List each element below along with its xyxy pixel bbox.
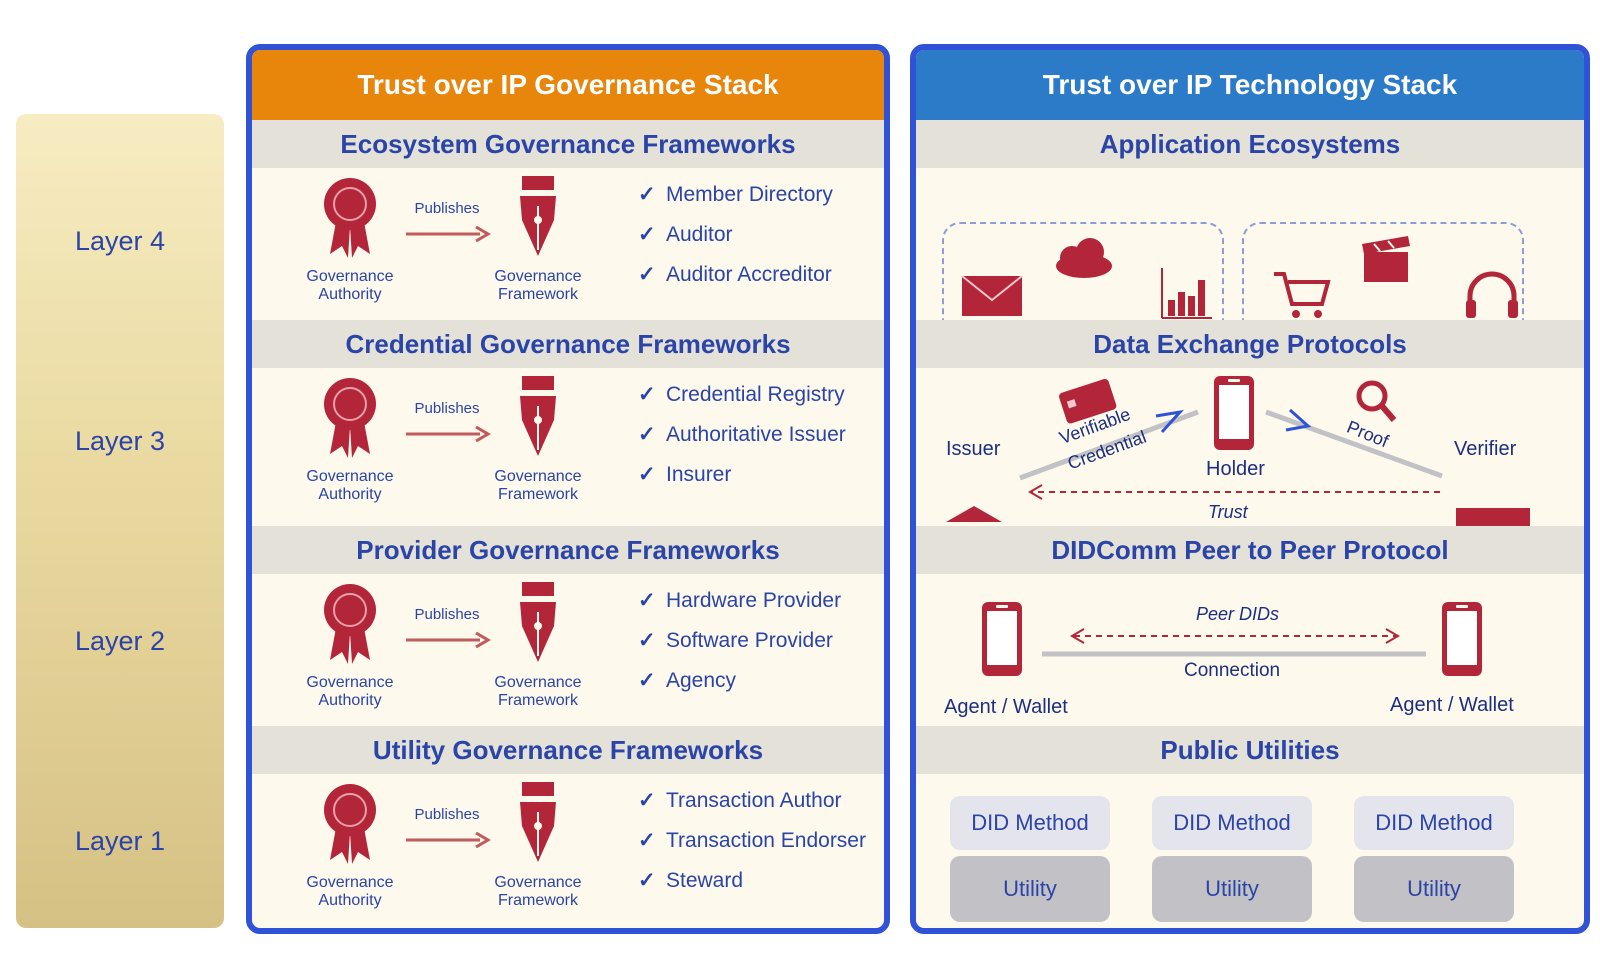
utility-3: Utility bbox=[1354, 856, 1514, 922]
checkmark-icon: ✓ bbox=[638, 629, 656, 652]
governance-framework-label: Governance Framework bbox=[494, 674, 582, 709]
layer-2-label: Layer 2 bbox=[74, 626, 166, 656]
fountain-pen-icon bbox=[519, 376, 557, 457]
trust-label: Trust bbox=[1208, 502, 1248, 522]
layer-3-label: Layer 3 bbox=[74, 426, 166, 456]
checkmark-icon: ✓ bbox=[638, 423, 656, 446]
public-utilities-header: Public Utilities bbox=[916, 726, 1584, 774]
publishes-arrow-icon bbox=[406, 632, 490, 648]
fountain-pen-icon bbox=[519, 582, 557, 663]
shopping-cart-icon bbox=[1274, 272, 1331, 318]
technology-stack: Trust over IP Technology Stack Applicati… bbox=[910, 44, 1590, 934]
governance-section-header: Provider Governance Frameworks bbox=[252, 526, 884, 574]
governance-section-header: Ecosystem Governance Frameworks bbox=[252, 120, 884, 168]
verifier-label: Verifier bbox=[1454, 438, 1517, 460]
checkmark-icon: ✓ bbox=[638, 829, 656, 852]
agent-left-label: Agent / Wallet bbox=[944, 696, 1068, 718]
governance-framework-label: Governance Framework bbox=[494, 468, 582, 503]
publishes-arrow-icon bbox=[406, 226, 490, 242]
checklist-item: ✓ Steward bbox=[638, 869, 744, 892]
connection-label: Connection bbox=[1184, 660, 1281, 681]
checklist-item: ✓ Auditor Accreditor bbox=[638, 263, 832, 286]
checkmark-icon: ✓ bbox=[638, 463, 656, 486]
peer-dids-label: Peer DIDs bbox=[1196, 604, 1280, 624]
governance-section-row: Governance Authority Publishes Governance … bbox=[252, 582, 884, 732]
checkmark-icon: ✓ bbox=[638, 223, 656, 246]
checkmark-icon: ✓ bbox=[638, 869, 656, 892]
issuer-label: Issuer bbox=[946, 438, 1001, 460]
layer-column: Layer 4 Layer 3 Layer 2 Layer 1 bbox=[16, 114, 224, 928]
holder-label: Holder bbox=[1206, 458, 1265, 480]
agent-right-label: Agent / Wallet bbox=[1390, 694, 1514, 716]
checklist-item: ✓ Auditor bbox=[638, 223, 733, 246]
headphones-icon bbox=[1466, 271, 1518, 318]
checkmark-icon: ✓ bbox=[638, 383, 656, 406]
publishes-label: Publishes bbox=[414, 806, 480, 823]
publishes-label: Publishes bbox=[414, 200, 480, 217]
checkmark-icon: ✓ bbox=[638, 669, 656, 692]
checklist-item: ✓ Software Provider bbox=[638, 629, 833, 652]
governance-section-header: Utility Governance Frameworks bbox=[252, 726, 884, 774]
clapperboard-icon bbox=[1362, 236, 1410, 282]
checkmark-icon: ✓ bbox=[638, 183, 656, 206]
governance-stack-title: Trust over IP Governance Stack bbox=[252, 50, 884, 120]
fountain-pen-icon bbox=[519, 782, 557, 863]
checkmark-icon: ✓ bbox=[638, 789, 656, 812]
fountain-pen-icon bbox=[519, 176, 557, 257]
governance-authority-label: Governance Authority bbox=[306, 468, 394, 503]
agent-right-phone-icon bbox=[1442, 602, 1482, 676]
governance-section-row: Governance Authority Publishes Governance … bbox=[252, 176, 884, 326]
publishes-arrow-icon bbox=[406, 832, 490, 848]
bar-chart-icon bbox=[1161, 268, 1212, 319]
checklist-item: ✓ Member Directory bbox=[638, 183, 833, 206]
holder-phone-icon bbox=[1214, 376, 1254, 450]
governance-authority-label: Governance Authority bbox=[306, 674, 394, 709]
checklist-item: ✓ Authoritative Issuer bbox=[638, 423, 846, 446]
ribbon-seal-icon bbox=[323, 377, 377, 459]
data-exchange-header: Data Exchange Protocols bbox=[916, 320, 1584, 368]
checklist-item: ✓ Hardware Provider bbox=[638, 589, 842, 612]
agent-left-phone-icon bbox=[982, 602, 1022, 676]
governance-section-header: Credential Governance Frameworks bbox=[252, 320, 884, 368]
layer-4-label: Layer 4 bbox=[74, 226, 166, 256]
didcomm-header: DIDComm Peer to Peer Protocol bbox=[916, 526, 1584, 574]
ribbon-seal-icon bbox=[323, 783, 377, 865]
governance-authority-label: Governance Authority bbox=[306, 268, 394, 303]
did-method-3: DID Method bbox=[1354, 796, 1514, 850]
utility-1: Utility bbox=[950, 856, 1110, 922]
governance-authority-label: Governance Authority bbox=[306, 874, 394, 909]
governance-framework-label: Governance Framework bbox=[494, 268, 582, 303]
publishes-label: Publishes bbox=[414, 400, 480, 417]
cloud-icon bbox=[1056, 238, 1112, 278]
checklist-item: ✓ Insurer bbox=[638, 463, 732, 486]
governance-section-row: Governance Authority Publishes Governance … bbox=[252, 782, 884, 928]
checklist-item: ✓ Transaction Endorser bbox=[638, 829, 866, 852]
magnifier-icon bbox=[1356, 380, 1397, 422]
governance-stack: Trust over IP Governance Stack Ecosystem… bbox=[246, 44, 890, 934]
did-method-1: DID Method bbox=[950, 796, 1110, 850]
ribbon-seal-icon bbox=[323, 177, 377, 259]
application-ecosystems-header: Application Ecosystems bbox=[916, 120, 1584, 168]
envelope-icon bbox=[961, 275, 1023, 316]
checklist-item: ✓ Agency bbox=[638, 669, 737, 692]
layer-1-label: Layer 1 bbox=[74, 826, 166, 856]
utility-2: Utility bbox=[1152, 856, 1312, 922]
ribbon-seal-icon bbox=[323, 583, 377, 665]
checklist-item: ✓ Credential Registry bbox=[638, 383, 845, 406]
technology-stack-title: Trust over IP Technology Stack bbox=[916, 50, 1584, 120]
governance-section-row: Governance Authority Publishes Governance … bbox=[252, 376, 884, 526]
checkmark-icon: ✓ bbox=[638, 589, 656, 612]
credit-card-icon bbox=[1059, 378, 1117, 424]
did-method-2: DID Method bbox=[1152, 796, 1312, 850]
governance-framework-label: Governance Framework bbox=[494, 874, 582, 909]
publishes-arrow-icon bbox=[406, 426, 490, 442]
checkmark-icon: ✓ bbox=[638, 263, 656, 286]
didcomm-diagram bbox=[982, 602, 1482, 676]
checklist-item: ✓ Transaction Author bbox=[638, 789, 842, 812]
publishes-label: Publishes bbox=[414, 606, 480, 623]
